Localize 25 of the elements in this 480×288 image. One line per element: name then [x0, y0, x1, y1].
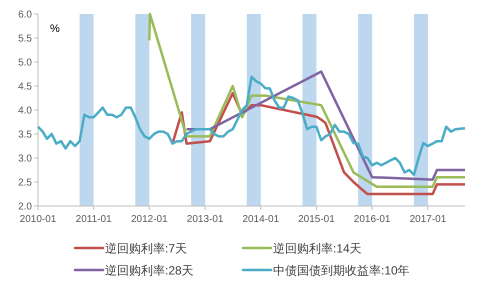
legend-label: 逆回购利率:7天 [105, 242, 188, 256]
x-tick-label: 2017-01 [410, 214, 447, 225]
y-tick-label: 6.0 [18, 10, 32, 20]
y-tick-label: 3.0 [18, 154, 32, 164]
x-tick-label: 2011-01 [76, 214, 112, 225]
legend-label: 逆回购利率:28天 [105, 264, 194, 278]
x-tick-label: 2013-01 [186, 214, 224, 225]
line-series [185, 70, 466, 181]
x-tick-label: 2016-01 [354, 214, 391, 225]
y-tick-label: 3.5 [18, 130, 32, 140]
x-tick-label: 2014-01 [242, 214, 280, 225]
y-tick-label: 2.5 [18, 178, 32, 188]
y-tick-label: 2.0 [18, 202, 32, 212]
y-tick-label: 5.0 [18, 58, 32, 68]
y-tick-label: 4.0 [18, 106, 32, 116]
y-tick-label: 5.5 [18, 34, 32, 44]
line-series [36, 76, 466, 176]
x-tick-label: 2010-01 [20, 214, 57, 225]
legend-label: 逆回购利率:14天 [273, 242, 362, 256]
line-series [148, 12, 466, 188]
y-tick-label: 4.5 [18, 82, 32, 92]
x-tick-label: 2015-01 [298, 214, 336, 225]
y-axis-title: % [50, 23, 60, 35]
x-tick-label: 2012-01 [130, 214, 168, 225]
legend-label: 中债国债到期收益率:10年 [273, 264, 410, 278]
